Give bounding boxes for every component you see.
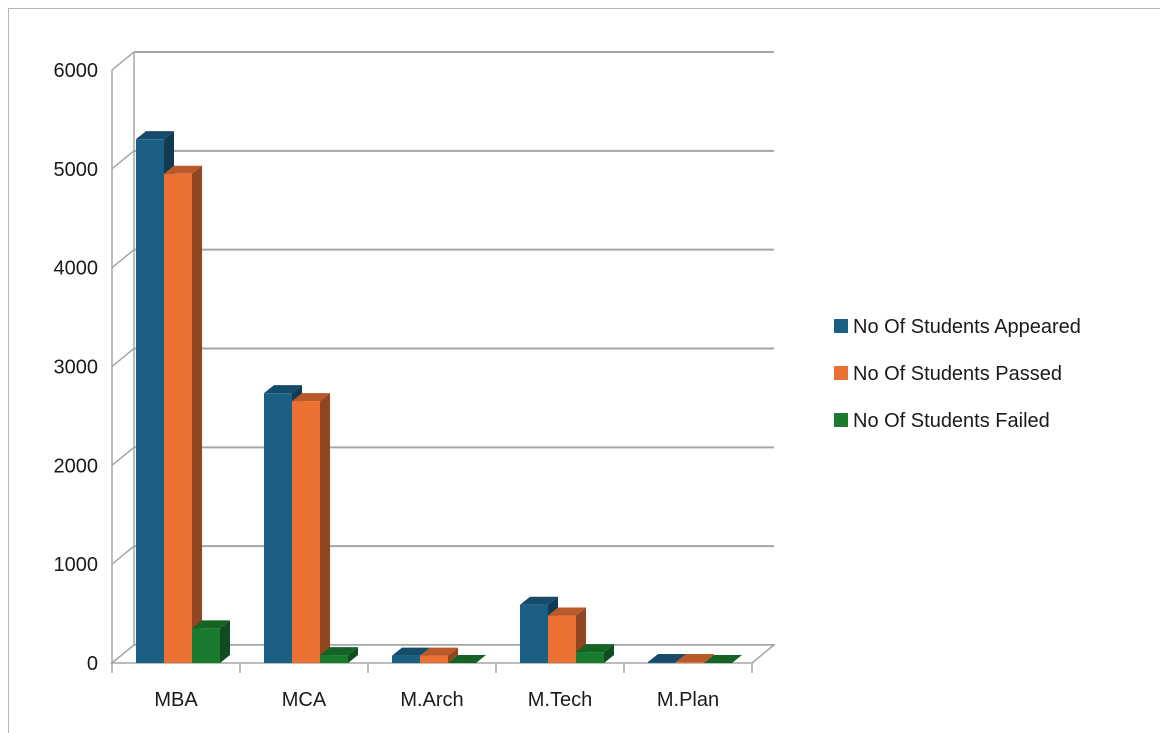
legend-label: No Of Students Passed	[853, 363, 1062, 385]
y-tick-label: 6000	[54, 60, 99, 82]
bar	[576, 652, 604, 663]
bar-top	[704, 655, 742, 663]
bar-top	[164, 165, 202, 174]
bar-top	[676, 654, 714, 663]
bar-top	[548, 607, 586, 616]
gridline-depth	[111, 545, 135, 565]
bar-top	[192, 620, 230, 629]
y-tick-label: 4000	[54, 258, 99, 280]
bar-side	[220, 620, 230, 663]
bar-side	[320, 393, 330, 663]
bar-top	[420, 647, 458, 656]
legend: No Of Students Appeared No Of Students Pa…	[834, 316, 1081, 432]
gridline-depth	[111, 446, 135, 466]
bar-top	[320, 647, 358, 656]
bar-top	[292, 393, 330, 402]
x-tick-label: M.Tech	[528, 689, 592, 711]
bar-side	[704, 654, 714, 663]
bar	[392, 655, 420, 663]
bar	[264, 393, 292, 663]
legend-label: No Of Students Failed	[853, 410, 1050, 432]
bar	[292, 401, 320, 663]
y-tick-labels: 0 1000 2000 3000 4000 5000 6000	[54, 60, 99, 675]
bar-top	[576, 644, 614, 653]
x-tick-label: MBA	[154, 689, 198, 711]
legend-swatch	[834, 413, 848, 427]
bar-side	[192, 165, 202, 663]
y-tick-label: 1000	[54, 554, 99, 576]
bar	[420, 655, 448, 663]
bar	[676, 662, 704, 663]
gridline-depth	[111, 347, 135, 368]
bar	[192, 628, 220, 663]
bar	[320, 655, 348, 663]
bar	[164, 173, 192, 663]
bar-top	[648, 654, 686, 663]
bar-top	[264, 385, 302, 394]
bar	[548, 615, 576, 663]
bar-top	[136, 131, 174, 140]
x-tick-label: M.Plan	[657, 689, 719, 711]
axes	[109, 52, 777, 673]
bar-side	[348, 647, 358, 663]
y-tick-label: 5000	[54, 159, 99, 181]
y-tick-label: 3000	[54, 357, 99, 379]
y-tick-label: 2000	[54, 455, 99, 477]
gridline-depth	[111, 51, 135, 71]
bars	[136, 131, 742, 663]
gridline-depth	[111, 249, 135, 269]
bar	[136, 139, 164, 663]
x-tick-label: MCA	[282, 689, 327, 711]
x-tick-label: M.Arch	[400, 689, 463, 711]
bar-side	[604, 644, 614, 663]
legend-label: No Of Students Appeared	[853, 316, 1081, 338]
bar-side	[448, 647, 458, 663]
bar-top	[448, 655, 486, 663]
legend-swatch	[834, 366, 848, 380]
bar-top	[392, 647, 430, 656]
bar-top	[520, 596, 558, 605]
chart-frame	[8, 8, 1160, 733]
gridlines	[111, 51, 774, 664]
legend-swatch	[834, 319, 848, 333]
gridline-depth	[111, 150, 135, 170]
y-tick-label: 0	[87, 653, 98, 675]
bar	[520, 604, 548, 663]
bar	[648, 662, 676, 663]
x-tick-labels: MBA MCA M.Arch M.Tech M.Plan	[154, 689, 719, 711]
